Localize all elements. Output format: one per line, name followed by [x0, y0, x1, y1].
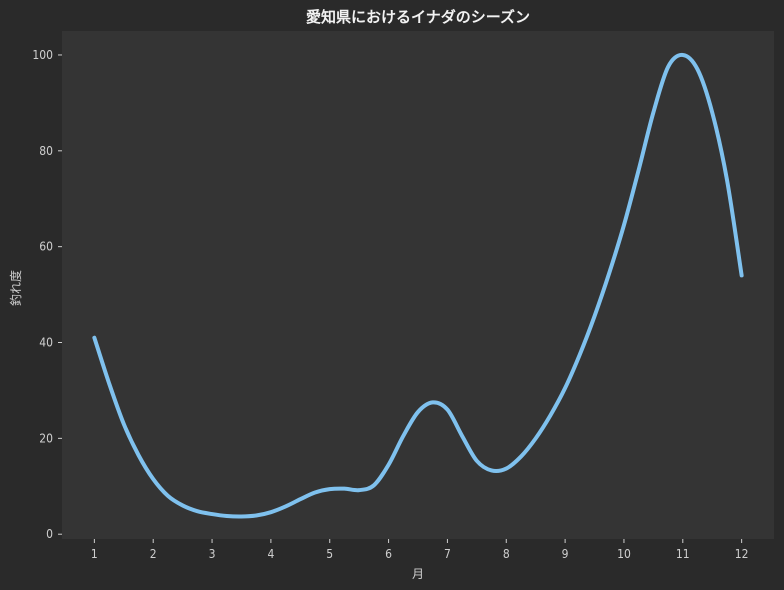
x-tick-label: 5: [326, 547, 333, 561]
chart-title: 愛知県におけるイナダのシーズン: [306, 8, 530, 26]
y-tick-label: 80: [39, 144, 53, 158]
y-tick-label: 100: [32, 48, 53, 62]
x-tick-label: 12: [735, 547, 749, 561]
y-axis-ticks: 0 20 40 60 80 100: [32, 48, 62, 541]
plot-area: [62, 31, 774, 539]
x-tick-label: 7: [444, 547, 451, 561]
series-line: [92, 52, 744, 519]
y-tick-label: 60: [39, 240, 53, 254]
x-tick-label: 6: [385, 547, 392, 561]
y-tick-label: 40: [39, 336, 53, 350]
y-tick-label: 0: [46, 527, 53, 541]
x-tick-label: 2: [150, 547, 157, 561]
x-axis-label: 月: [412, 567, 424, 581]
x-tick-label: 8: [503, 547, 510, 561]
x-tick-label: 10: [617, 547, 631, 561]
y-tick-label: 20: [39, 431, 53, 445]
x-axis-ticks: 1 2 3 4 5 6 7 8 9 10 11 12: [91, 539, 749, 561]
x-tick-label: 9: [562, 547, 569, 561]
x-tick-label: 3: [209, 547, 216, 561]
y-axis-label: 釣れ度: [8, 270, 23, 306]
x-tick-label: 4: [267, 547, 274, 561]
x-tick-label: 1: [91, 547, 98, 561]
x-tick-label: 11: [676, 547, 690, 561]
